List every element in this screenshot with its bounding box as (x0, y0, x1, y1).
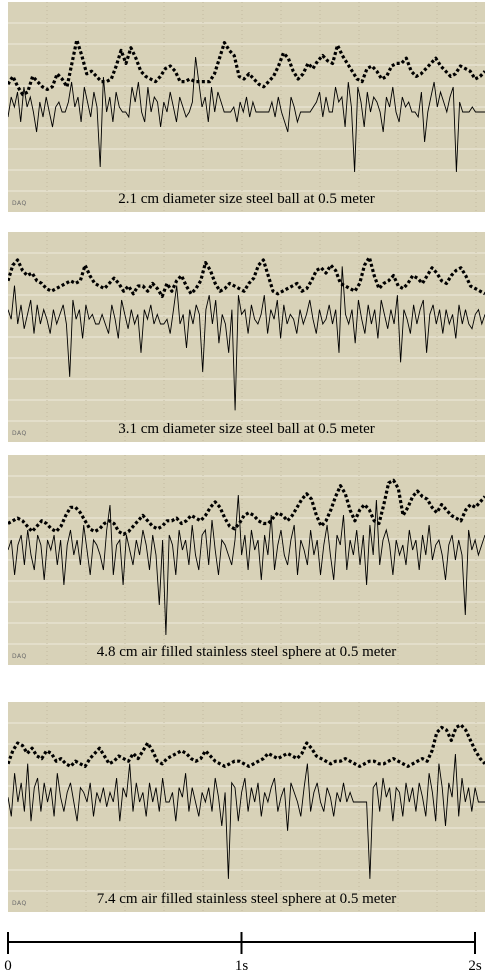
signal-series-line (8, 266, 485, 411)
chart-panel: DAQ 3.1 cm diameter size steel ball at 0.… (8, 232, 485, 442)
signal-series-line (8, 494, 485, 636)
signal-series-line (8, 753, 485, 879)
time-axis-tick-label: 1s (234, 958, 249, 974)
chart-panel: DAQ 2.1 cm diameter size steel ball at 0.… (8, 2, 485, 212)
envelope-series-line (8, 723, 485, 769)
envelope-series-line (8, 478, 485, 536)
time-axis (7, 932, 476, 954)
daq-watermark: DAQ (12, 900, 27, 907)
chart-caption: 7.4 cm air filled stainless steel sphere… (96, 891, 397, 907)
chart-caption: 3.1 cm diameter size steel ball at 0.5 m… (118, 421, 375, 437)
chart-plot (8, 702, 485, 912)
signal-series-line (8, 56, 485, 173)
grid (8, 702, 485, 912)
chart-plot (8, 455, 485, 665)
daq-watermark: DAQ (12, 200, 27, 207)
envelope-series-line (8, 38, 485, 97)
chart-panel: DAQ 7.4 cm air filled stainless steel sph… (8, 702, 485, 912)
time-axis-tick-label: 0 (4, 958, 12, 974)
time-axis-tick-label: 2s (468, 958, 482, 974)
chart-caption: 2.1 cm diameter size steel ball at 0.5 m… (118, 191, 375, 207)
chart-caption: 4.8 cm air filled stainless steel sphere… (96, 644, 397, 660)
chart-plot (8, 232, 485, 442)
grid (8, 455, 485, 665)
daq-watermark: DAQ (12, 653, 27, 660)
grid (8, 232, 485, 442)
chart-panel: DAQ 4.8 cm air filled stainless steel sph… (8, 455, 485, 665)
envelope-series-line (8, 255, 485, 299)
chart-plot (8, 2, 485, 212)
daq-watermark: DAQ (12, 430, 27, 437)
